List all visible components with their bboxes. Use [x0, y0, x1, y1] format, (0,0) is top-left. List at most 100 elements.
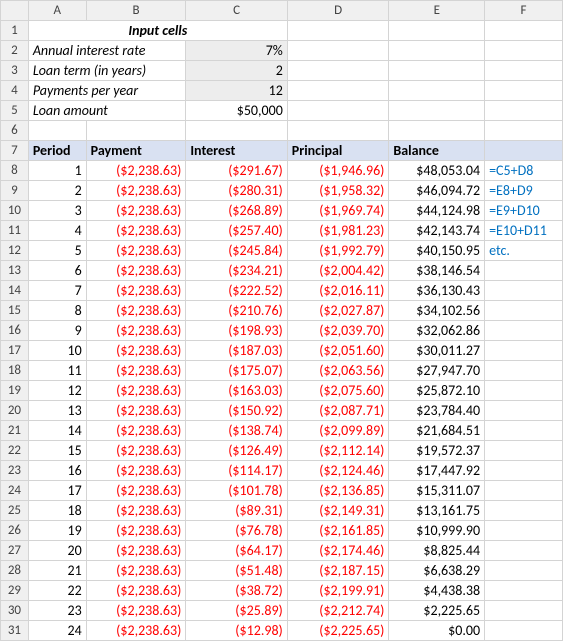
cell-balance[interactable]: $10,999.90: [389, 521, 485, 541]
cell-period[interactable]: 15: [28, 441, 86, 461]
cell-principal[interactable]: ($2,161.85): [287, 521, 389, 541]
row-header-29[interactable]: 29: [1, 581, 29, 601]
cell-principal[interactable]: ($2,124.46): [287, 461, 389, 481]
cell-period[interactable]: 13: [28, 401, 86, 421]
cell-payment[interactable]: ($2,238.63): [86, 221, 186, 241]
row-header-3[interactable]: 3: [1, 61, 29, 81]
cell-principal[interactable]: ($2,016.11): [287, 281, 389, 301]
row-header-12[interactable]: 12: [1, 241, 29, 261]
cell-interest[interactable]: ($245.84): [186, 241, 287, 261]
row-header-2[interactable]: 2: [1, 41, 29, 61]
row-header-22[interactable]: 22: [1, 441, 29, 461]
cell-balance[interactable]: $2,225.65: [389, 601, 485, 621]
cell-period[interactable]: 23: [28, 601, 86, 621]
cell-balance[interactable]: $25,872.10: [389, 381, 485, 401]
cell-balance[interactable]: $32,062.86: [389, 321, 485, 341]
cell-period[interactable]: 9: [28, 321, 86, 341]
cell-F5[interactable]: [485, 101, 563, 121]
cell-formula[interactable]: [485, 401, 563, 421]
cell-payment[interactable]: ($2,238.63): [86, 521, 186, 541]
col-header-D[interactable]: D: [287, 1, 389, 21]
cell-interest[interactable]: ($280.31): [186, 181, 287, 201]
row-header-26[interactable]: 26: [1, 521, 29, 541]
cell-formula[interactable]: [485, 341, 563, 361]
cell-D5[interactable]: [287, 101, 389, 121]
cell-balance[interactable]: $42,143.74: [389, 221, 485, 241]
cell-balance[interactable]: $17,447.92: [389, 461, 485, 481]
cell-E4[interactable]: [389, 81, 485, 101]
cell-interest[interactable]: ($126.49): [186, 441, 287, 461]
row-header-19[interactable]: 19: [1, 381, 29, 401]
cell-interest[interactable]: ($268.89): [186, 201, 287, 221]
cell-principal[interactable]: ($1,992.79): [287, 241, 389, 261]
cell-F2[interactable]: [485, 41, 563, 61]
cell-formula[interactable]: [485, 481, 563, 501]
cell-principal[interactable]: ($2,187.15): [287, 561, 389, 581]
row-header-1[interactable]: 1: [1, 21, 29, 41]
cell-D4[interactable]: [287, 81, 389, 101]
row-header-10[interactable]: 10: [1, 201, 29, 221]
cell-formula[interactable]: [485, 561, 563, 581]
cell-principal[interactable]: ($2,087.71): [287, 401, 389, 421]
cell-C6[interactable]: [186, 121, 287, 141]
input-value-4[interactable]: 12: [186, 81, 287, 101]
cell-principal[interactable]: ($2,212.74): [287, 601, 389, 621]
row-header-13[interactable]: 13: [1, 261, 29, 281]
cell-balance[interactable]: $19,572.37: [389, 441, 485, 461]
input-value-3[interactable]: 2: [186, 61, 287, 81]
cell-interest[interactable]: ($76.78): [186, 521, 287, 541]
cell-payment[interactable]: ($2,238.63): [86, 201, 186, 221]
input-value-5[interactable]: $50,000: [186, 101, 287, 121]
cell-formula[interactable]: etc.: [485, 241, 563, 261]
row-header-30[interactable]: 30: [1, 601, 29, 621]
col-header-E[interactable]: E: [389, 1, 485, 21]
cell-period[interactable]: 10: [28, 341, 86, 361]
cell-principal[interactable]: ($2,112.14): [287, 441, 389, 461]
cell-E5[interactable]: [389, 101, 485, 121]
row-header-24[interactable]: 24: [1, 481, 29, 501]
cell-payment[interactable]: ($2,238.63): [86, 501, 186, 521]
cell-interest[interactable]: ($222.52): [186, 281, 287, 301]
cell-principal[interactable]: ($1,981.23): [287, 221, 389, 241]
cell-balance[interactable]: $34,102.56: [389, 301, 485, 321]
cell-balance[interactable]: $15,311.07: [389, 481, 485, 501]
cell-interest[interactable]: ($138.74): [186, 421, 287, 441]
cell-balance[interactable]: $4,438.38: [389, 581, 485, 601]
cell-formula[interactable]: [485, 301, 563, 321]
cell-payment[interactable]: ($2,238.63): [86, 321, 186, 341]
cell-F1[interactable]: [485, 21, 563, 41]
row-header-5[interactable]: 5: [1, 101, 29, 121]
cell-period[interactable]: 4: [28, 221, 86, 241]
row-header-11[interactable]: 11: [1, 221, 29, 241]
row-header-20[interactable]: 20: [1, 401, 29, 421]
row-header-6[interactable]: 6: [1, 121, 29, 141]
cell-formula[interactable]: [485, 601, 563, 621]
cell-period[interactable]: 8: [28, 301, 86, 321]
cell-principal[interactable]: ($2,136.85): [287, 481, 389, 501]
cell-formula[interactable]: [485, 621, 563, 641]
cell-formula[interactable]: [485, 281, 563, 301]
cell-interest[interactable]: ($291.67): [186, 161, 287, 181]
cell-payment[interactable]: ($2,238.63): [86, 601, 186, 621]
cell-formula[interactable]: [485, 441, 563, 461]
cell-interest[interactable]: ($114.17): [186, 461, 287, 481]
cell-balance[interactable]: $46,094.72: [389, 181, 485, 201]
row-header-25[interactable]: 25: [1, 501, 29, 521]
cell-formula[interactable]: [485, 261, 563, 281]
cell-interest[interactable]: ($187.03): [186, 341, 287, 361]
cell-period[interactable]: 17: [28, 481, 86, 501]
cell-principal[interactable]: ($2,075.60): [287, 381, 389, 401]
cell-formula[interactable]: =C5+D8: [485, 161, 563, 181]
cell-principal[interactable]: ($2,174.46): [287, 541, 389, 561]
cell-payment[interactable]: ($2,238.63): [86, 621, 186, 641]
cell-period[interactable]: 7: [28, 281, 86, 301]
cell-balance[interactable]: $0.00: [389, 621, 485, 641]
row-header-17[interactable]: 17: [1, 341, 29, 361]
cell-balance[interactable]: $13,161.75: [389, 501, 485, 521]
cell-period[interactable]: 3: [28, 201, 86, 221]
input-value-2[interactable]: 7%: [186, 41, 287, 61]
cell-formula[interactable]: [485, 521, 563, 541]
cell-interest[interactable]: ($25.89): [186, 601, 287, 621]
cell-formula[interactable]: [485, 461, 563, 481]
cell-D2[interactable]: [287, 41, 389, 61]
